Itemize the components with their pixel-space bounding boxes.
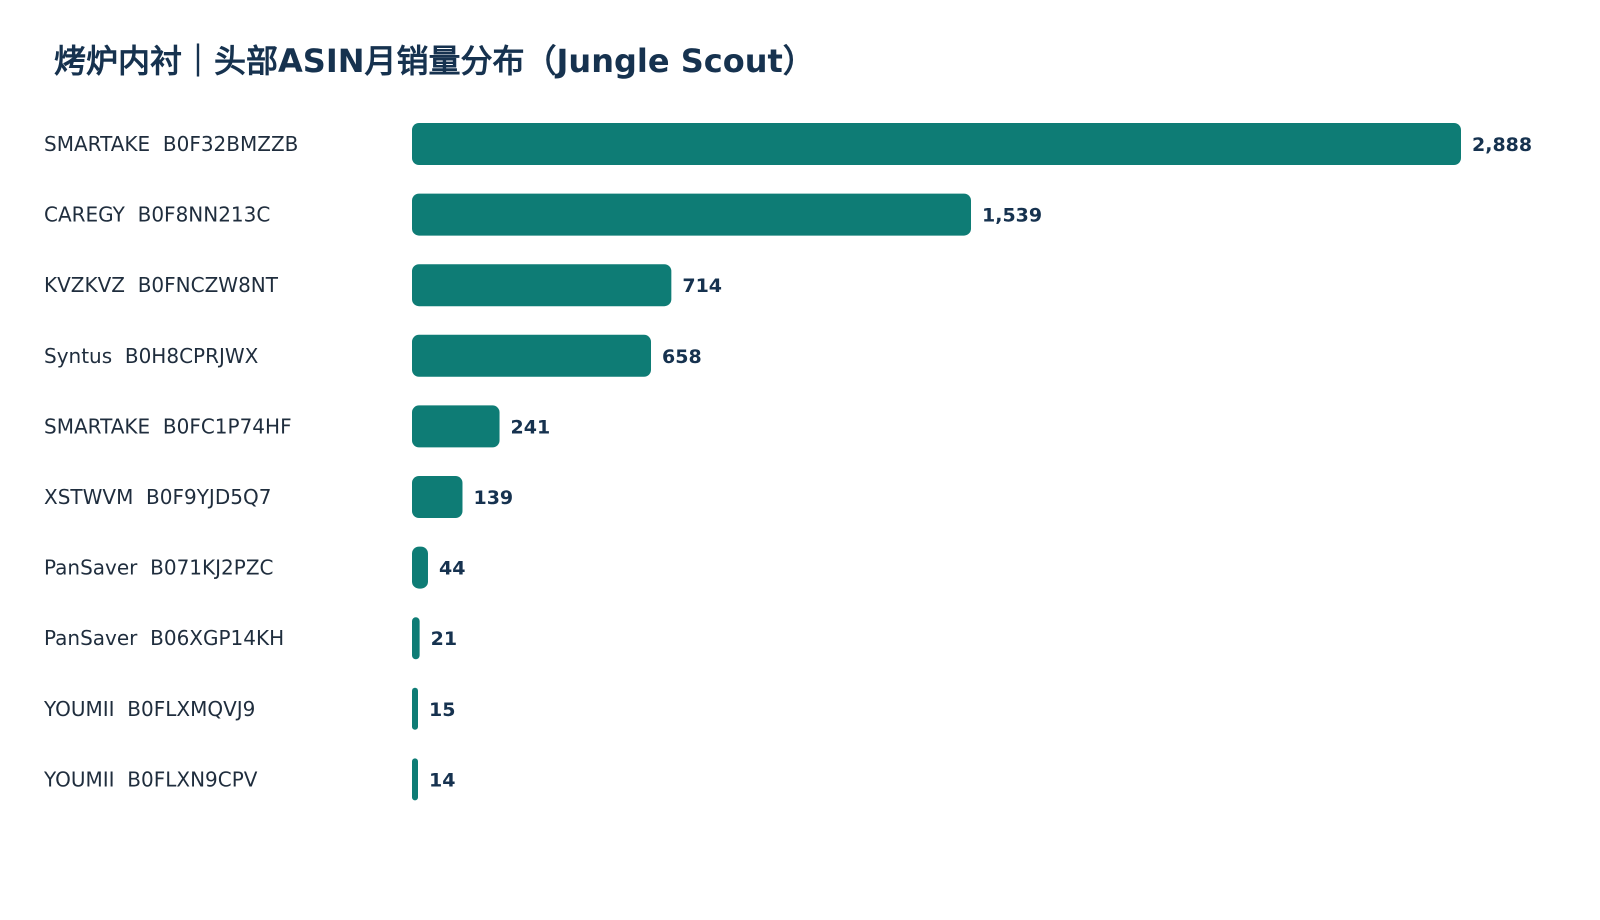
- category-label: PanSaver B071KJ2PZC: [44, 556, 273, 580]
- category-label: YOUMII B0FLXMQVJ9: [43, 697, 255, 721]
- value-label: 15: [429, 699, 455, 721]
- value-label: 21: [431, 628, 457, 650]
- bars-group: SMARTAKE B0F32BMZZB 2,888 CAREGY B0F8NN213…: [43, 123, 1532, 801]
- value-label: 14: [429, 769, 455, 791]
- bar: [412, 264, 672, 307]
- bar: [412, 617, 420, 660]
- category-label: SMARTAKE B0FC1P74HF: [44, 414, 292, 438]
- value-label: 1,539: [982, 205, 1042, 227]
- value-label: 139: [473, 487, 513, 509]
- chart-title: 烤炉内衬｜头部ASIN月销量分布（Jungle Scout）: [54, 42, 815, 80]
- category-label: SMARTAKE B0F32BMZZB: [44, 132, 298, 156]
- bar: [412, 476, 463, 518]
- bar: [412, 546, 428, 589]
- bar: [412, 334, 652, 377]
- value-label: 241: [511, 416, 551, 438]
- category-label: YOUMII B0FLXN9CPV: [43, 767, 258, 791]
- value-label: 2,888: [1472, 134, 1532, 156]
- bar: [412, 123, 1461, 165]
- value-label: 44: [439, 558, 465, 580]
- bar: [412, 687, 418, 730]
- category-label: PanSaver B06XGP14KH: [44, 626, 284, 650]
- bar: [412, 193, 972, 236]
- category-label: CAREGY B0F8NN213C: [44, 203, 270, 227]
- value-label: 658: [662, 346, 702, 368]
- value-label: 714: [682, 275, 722, 297]
- bar: [412, 405, 500, 448]
- bar: [412, 758, 418, 801]
- category-label: XSTWVM B0F9YJD5Q7: [44, 485, 271, 509]
- category-label: KVZKVZ B0FNCZW8NT: [44, 273, 279, 297]
- category-label: Syntus B0H8CPRJWX: [44, 344, 259, 368]
